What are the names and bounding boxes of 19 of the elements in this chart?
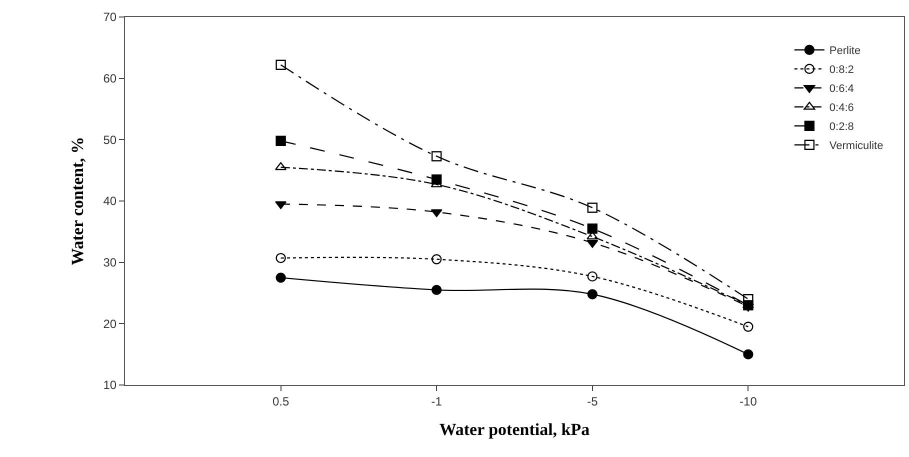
- y-axis-title: Water content, %: [68, 136, 87, 266]
- legend-label: 0:2:8: [829, 121, 854, 134]
- legend-label: 0:8:2: [829, 64, 854, 76]
- x-tick-label: -1: [431, 394, 442, 408]
- y-tick-label: 20: [103, 316, 117, 331]
- legend-label: Vermiculite: [829, 140, 884, 152]
- x-axis-title: Water potential, kPa: [439, 420, 590, 439]
- y-tick-label: 70: [103, 10, 117, 24]
- y-tick-label: 30: [103, 256, 117, 270]
- x-tick-label: -5: [587, 394, 598, 408]
- legend-label: 0:6:4: [829, 83, 854, 96]
- legend-label: 0:4:6: [829, 102, 854, 114]
- legend-label: Perlite: [829, 45, 861, 58]
- y-tick-label: 40: [103, 194, 117, 208]
- y-tick-label: 50: [103, 132, 117, 147]
- x-tick-label: -10: [740, 394, 758, 408]
- y-tick-label: 60: [103, 72, 117, 86]
- x-tick-label: 0.5: [272, 394, 290, 408]
- y-tick-label: 10: [103, 378, 117, 392]
